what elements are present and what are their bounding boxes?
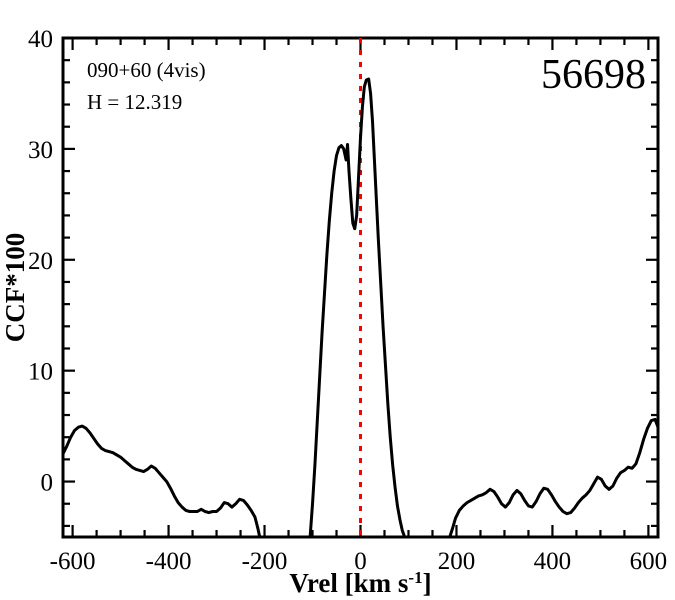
annotation-target-id: 090+60 (4vis) xyxy=(87,58,206,82)
mjd-label: 56698 xyxy=(541,52,646,98)
x-tick-label-5: 400 xyxy=(534,548,572,575)
ccf-curve-2 xyxy=(448,417,657,536)
x-tick-label-0: -600 xyxy=(50,548,96,575)
y-tick-label-3: 30 xyxy=(28,137,53,164)
y-tick-label-1: 10 xyxy=(28,359,53,386)
ccf-curve-0 xyxy=(64,424,262,536)
y-tick-label-4: 40 xyxy=(28,26,53,53)
x-tick-label-3: 0 xyxy=(354,548,367,575)
x-axis-title: Vrel [km s-1] xyxy=(289,568,431,599)
x-tick-label-4: 200 xyxy=(438,548,476,575)
y-axis-title: CCF*100 xyxy=(0,233,30,343)
ccf-curve-3 xyxy=(656,426,657,429)
x-tick-label-6: 600 xyxy=(630,548,668,575)
y-tick-label-0: 0 xyxy=(41,470,54,497)
y-tick-label-2: 20 xyxy=(28,248,53,275)
annotation-h-magnitude: H = 12.319 xyxy=(87,90,182,114)
ccf-curve-1 xyxy=(308,77,406,536)
x-tick-label-2: -200 xyxy=(242,548,288,575)
x-tick-label-1: -400 xyxy=(146,548,192,575)
